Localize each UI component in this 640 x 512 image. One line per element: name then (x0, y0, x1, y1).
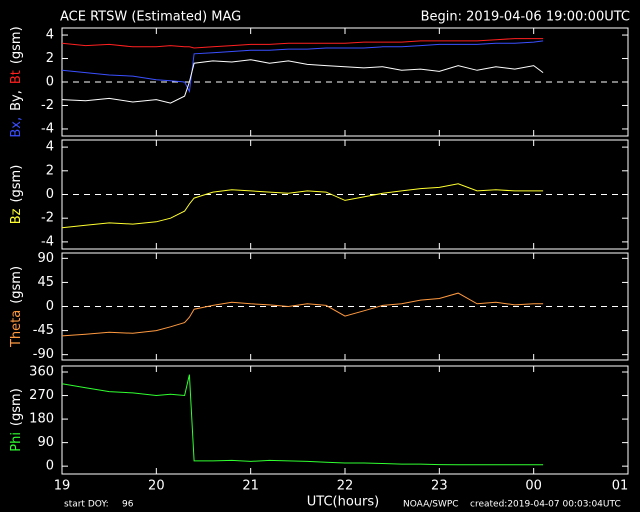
y-tick-label: 4 (46, 140, 54, 155)
source: NOAA/SWPC (403, 500, 459, 510)
y-axis-label: Phi (gsm) (9, 388, 24, 452)
x-tick-label: 22 (337, 479, 354, 494)
x-tick-label: 23 (431, 479, 448, 494)
y-tick-label: 0 (46, 75, 54, 90)
start-doy: 96 (122, 500, 134, 510)
y-tick-label: 360 (29, 365, 54, 380)
x-tick-label: 01 (612, 479, 629, 494)
x-tick-label: 20 (148, 479, 165, 494)
y-axis-label-part: Theta (9, 310, 24, 348)
y-axis-label: Theta (gsm) (9, 266, 24, 348)
y-axis-label-part: (gsm) (9, 165, 24, 203)
y-tick-label: 180 (29, 412, 54, 427)
y-tick-label: 0 (46, 459, 54, 474)
y-tick-label: 0 (46, 299, 54, 314)
y-axis-label-part: Phi (9, 432, 24, 452)
chart-title: ACE RTSW (Estimated) MAG (60, 10, 241, 25)
x-axis-label: UTC(hours) (307, 495, 379, 510)
data-line (61, 40, 544, 94)
x-tick-label: 00 (525, 479, 542, 494)
data-line (61, 38, 544, 49)
y-axis-label-part: Bx, (9, 117, 24, 138)
y-tick-label: -4 (41, 234, 54, 249)
data-line (61, 59, 544, 104)
start-label: start DOY: (64, 500, 109, 510)
created: created:2019-04-07 00:03:04UTC (470, 500, 621, 510)
data-line (61, 374, 544, 466)
y-tick-label: -4 (41, 121, 54, 136)
y-axis-label-part: By, (9, 90, 24, 111)
y-tick-label: -45 (33, 323, 54, 338)
panel-frame (61, 365, 629, 475)
y-tick-label: 90 (37, 435, 54, 450)
y-tick-label: 0 (46, 187, 54, 202)
y-axis-label: Bz (gsm) (9, 165, 24, 225)
x-tick-label: 21 (242, 479, 259, 494)
y-axis-label-part: (gsm) (9, 26, 24, 64)
panel-frame (61, 27, 629, 137)
y-axis-label: Bx, By, Bt (gsm) (9, 26, 24, 137)
begin-time: Begin: 2019-04-06 19:00:00UTC (421, 10, 630, 25)
y-tick-label: 2 (46, 51, 54, 66)
y-axis-label-part: (gsm) (9, 388, 24, 426)
y-tick-label: 90 (37, 251, 54, 266)
y-tick-label: -2 (41, 98, 54, 113)
y-tick-label: 2 (46, 163, 54, 178)
y-tick-label: -90 (33, 347, 54, 362)
y-axis-label-part: (gsm) (9, 266, 24, 304)
y-tick-label: -2 (41, 211, 54, 226)
x-tick-label: 19 (54, 479, 71, 494)
panel-frame (61, 252, 629, 361)
data-line (61, 183, 544, 229)
data-line (61, 292, 544, 337)
y-tick-label: 4 (46, 28, 54, 43)
panel-frame (61, 139, 629, 250)
y-tick-label: 45 (37, 275, 54, 290)
y-tick-label: 270 (29, 388, 54, 403)
y-axis-label-part: Bt (9, 70, 24, 84)
y-axis-label-part: Bz (9, 208, 24, 224)
